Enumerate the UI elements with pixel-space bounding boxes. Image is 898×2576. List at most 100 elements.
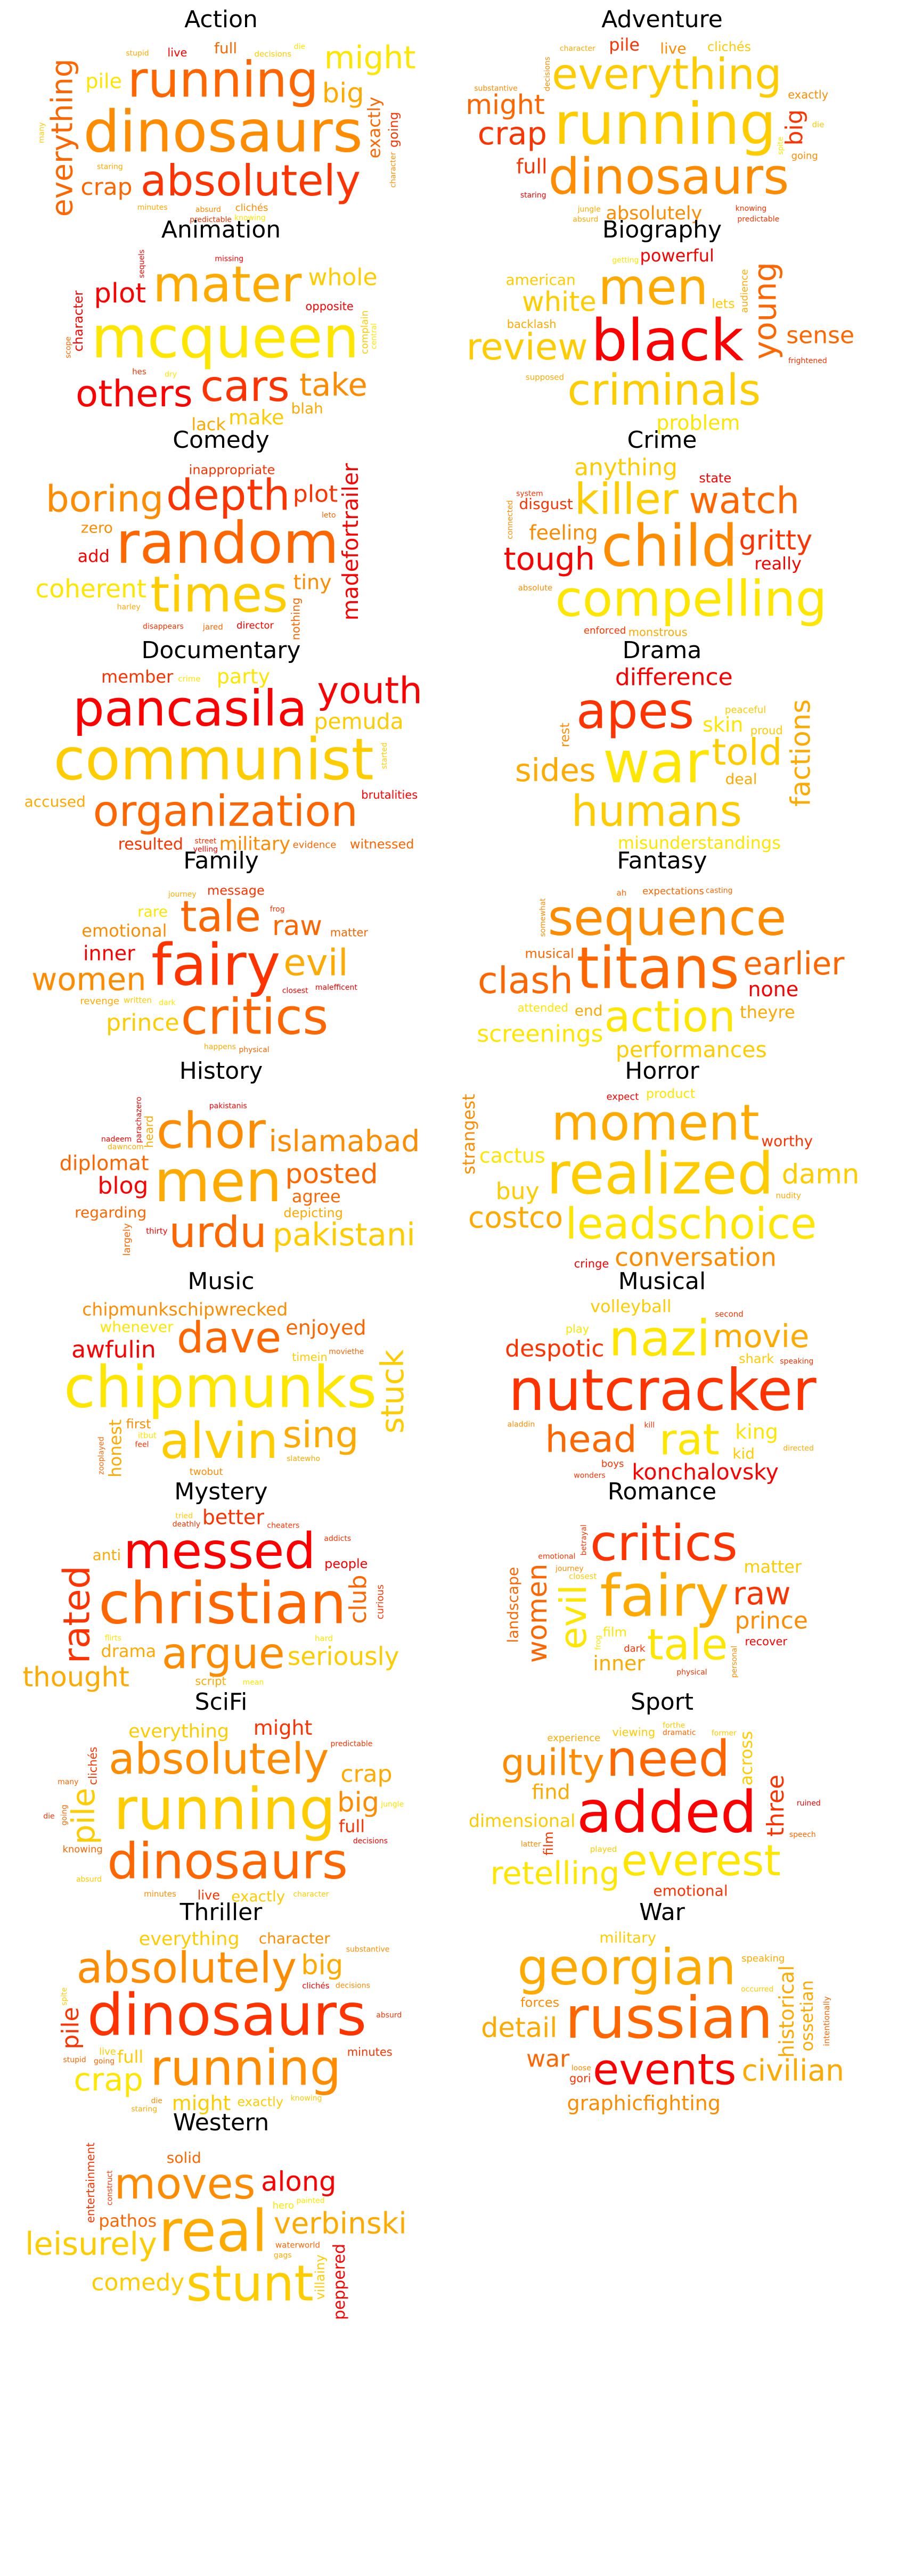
wordcloud: war apes humans told sides factions difference… (457, 665, 867, 857)
word-label: awfulin (71, 1336, 156, 1363)
word-label: dark (624, 1643, 646, 1654)
wordcloud-panel-comedy: Comedy random times depth boring coherent made… (16, 425, 426, 649)
word-label: many (58, 1778, 78, 1786)
word-label: knowing (234, 214, 266, 223)
word-label: occurred (741, 1986, 773, 1994)
word-label: running (127, 51, 319, 108)
word-label: communist (53, 726, 373, 793)
wordcloud-panel-western: Western real stunt moves verbinski leisurely a… (16, 2107, 426, 2331)
word-label: pathos (99, 2211, 157, 2231)
word-label: powerful (640, 245, 714, 266)
word-label: men (154, 1148, 282, 1215)
word-label: witnessed (350, 836, 414, 851)
word-label: timein (292, 1351, 328, 1364)
word-label: honest (105, 1420, 125, 1478)
word-label: resulted (118, 835, 183, 854)
word-label: men (598, 258, 708, 316)
word-label: state (699, 471, 731, 486)
word-label: factions (786, 699, 817, 807)
word-label: brutalities (361, 789, 418, 801)
word-label: dinosaurs (83, 99, 363, 165)
word-label: screenings (477, 1021, 603, 1048)
word-label: script (195, 1675, 226, 1687)
word-label: islamabad (269, 1124, 420, 1158)
word-label: tiny (293, 571, 332, 594)
word-label: war (603, 729, 709, 796)
word-label: system (516, 489, 543, 498)
word-label: might (254, 1717, 313, 1740)
word-label: dinosaurs (87, 1982, 367, 2048)
word-label: betrayal (579, 1524, 588, 1555)
word-label: verbinski (274, 2206, 407, 2240)
panel-title: History (179, 1057, 263, 1085)
word-label: feeling (529, 521, 598, 545)
word-label: white (522, 286, 597, 318)
word-label: pancasila (73, 680, 307, 737)
word-label: monstrous (628, 626, 688, 639)
wordcloud: real stunt moves verbinski leisurely along com… (16, 2137, 426, 2329)
word-label: despotic (505, 1335, 604, 1362)
word-label: big (301, 1949, 343, 1981)
word-label: character (71, 290, 86, 351)
word-label: pile (57, 2007, 84, 2049)
wordcloud: dinosaurs running absolutely everything migh… (16, 34, 426, 226)
word-label: humans (571, 786, 742, 836)
word-label: dinosaurs (107, 1833, 348, 1890)
word-label: sing (283, 1414, 359, 1456)
word-label: make (228, 406, 284, 429)
word-label: absolutely (606, 203, 702, 224)
word-label: nadeem (101, 1135, 132, 1144)
word-label: nothing (290, 597, 303, 640)
wordcloud-panel-documentary: Documentary communist pancasila organizatio… (16, 635, 426, 859)
word-label: flirts (105, 1634, 121, 1643)
word-label: minutes (347, 2046, 393, 2058)
word-label: conversation (615, 1243, 777, 1273)
word-label: dawncom (108, 1143, 144, 1151)
word-label: earlier (743, 945, 845, 982)
word-label: party (217, 665, 270, 688)
word-label: clichés (235, 202, 268, 214)
word-label: worthy (761, 1132, 813, 1150)
word-label: yelling (193, 845, 218, 854)
word-label: seriously (288, 1642, 399, 1671)
word-label: spite (60, 1988, 69, 2006)
word-label: pile (609, 35, 640, 55)
wordcloud: titans sequence action clash earlier performa… (457, 875, 867, 1067)
panel-title: Horror (625, 1057, 699, 1085)
word-label: chipmunks (64, 1354, 377, 1421)
word-label: hes (132, 367, 146, 376)
word-label: audience (739, 269, 750, 313)
word-label: happens (204, 1043, 236, 1052)
word-label: evil (552, 1585, 595, 1650)
word-label: recover (745, 1635, 788, 1648)
word-label: whenever (100, 1318, 174, 1335)
word-label: tale (647, 1620, 728, 1670)
word-label: going (791, 151, 818, 162)
word-label: die (294, 43, 305, 51)
word-label: die (43, 1812, 54, 1821)
word-label: realized (546, 1141, 773, 1208)
word-label: graphicfighting (567, 2091, 721, 2115)
word-label: predictable (737, 215, 779, 224)
word-label: inner (593, 1652, 645, 1675)
word-label: guilty (501, 1741, 605, 1784)
word-label: big (337, 1787, 379, 1818)
word-label: crap (478, 115, 547, 152)
word-label: minutes (137, 203, 168, 212)
word-label: crap (340, 1761, 392, 1788)
word-label: end (575, 1002, 603, 1019)
word-label: random (116, 510, 339, 577)
word-label: enjoyed (285, 1316, 366, 1340)
word-label: dramatic (663, 1728, 696, 1737)
word-label: aladdin (508, 1420, 535, 1429)
word-label: strangest (459, 1094, 479, 1174)
word-label: painted (296, 2197, 324, 2205)
word-label: die (151, 2097, 162, 2105)
word-label: agree (292, 1186, 341, 1207)
word-label: pile (85, 69, 122, 93)
